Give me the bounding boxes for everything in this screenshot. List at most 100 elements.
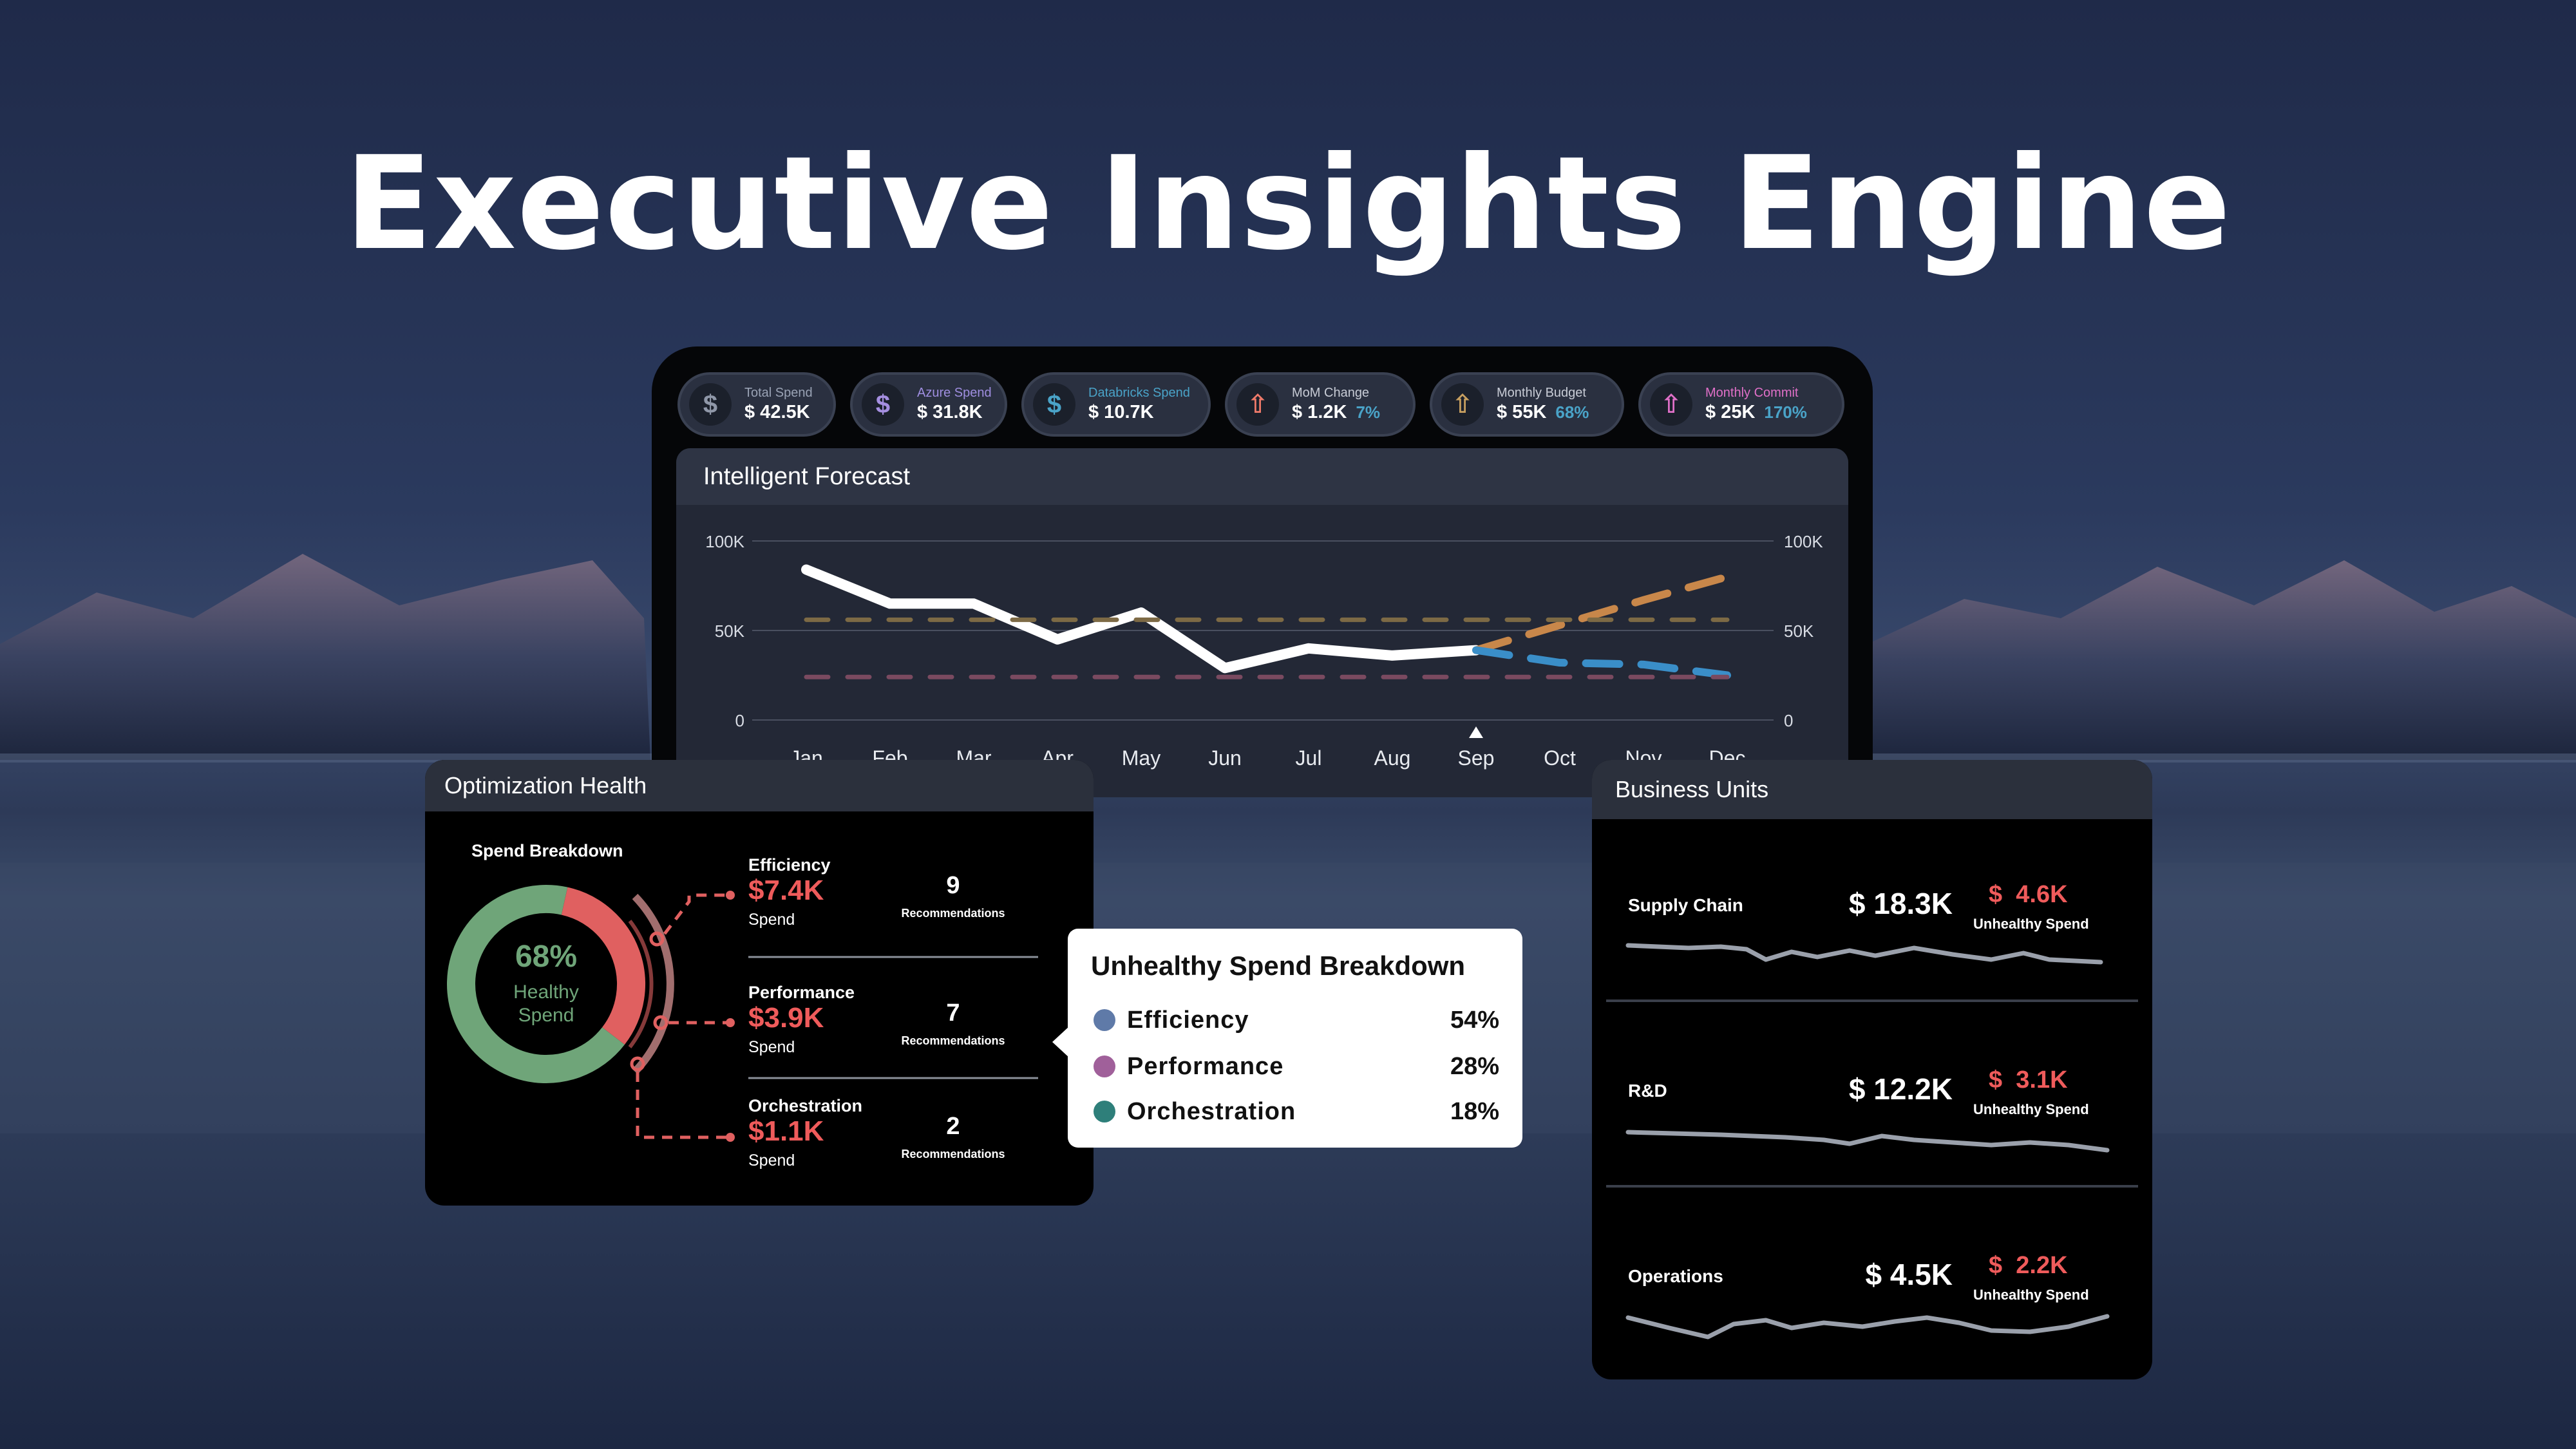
business-unit-unhealthy-spend: $ 3.1K <box>1989 1066 2068 1094</box>
optimization-title: Optimization Health <box>425 760 1094 811</box>
forecast-title: Intelligent Forecast <box>676 448 1848 505</box>
donut-outer-arc <box>632 893 674 1075</box>
business-unit-spend: $ 18.3K <box>1848 887 1953 920</box>
kpi-value: $ 31.8K <box>917 402 983 422</box>
kpi-pill[interactable]: $ Total Spend $ 42.5K <box>677 372 836 437</box>
forecast-month-label: Jun <box>1208 746 1242 770</box>
kpi-label: MoM Change <box>1292 386 1370 400</box>
forecast-y-tick-left: 0 <box>735 711 744 730</box>
hero-title: Executive Insights Engine <box>345 129 2231 279</box>
business-unit-unhealthy-label: Unhealthy Spend <box>1973 1287 2089 1303</box>
dollar-icon: $ <box>1033 383 1075 426</box>
tooltip-row-percent: 18% <box>1450 1097 1499 1125</box>
tooltip-row-percent: 54% <box>1450 1006 1499 1034</box>
donut-percentage: 68% <box>515 940 578 974</box>
kpi-label: Total Spend <box>744 386 813 400</box>
business-unit-divider <box>1606 1185 2138 1188</box>
kpi-pill[interactable]: ⇧ Monthly Budget $ 55K 68% <box>1430 372 1624 437</box>
opt-item-recommendation-count[interactable]: 2 <box>946 1113 960 1140</box>
connector-end-dot <box>726 1018 735 1027</box>
kpi-percent: 68% <box>1555 402 1589 422</box>
kpi-pill[interactable]: $ Azure Spend $ 31.8K <box>850 372 1007 437</box>
forecast-y-tick-right: 100K <box>1784 532 1823 551</box>
business-unit-unhealthy-spend: $ 4.6K <box>1989 881 2068 908</box>
business-unit-sparkline <box>1625 1314 2110 1340</box>
opt-item-name: Performance <box>748 983 855 1002</box>
arrow-up-icon: ⇧ <box>1441 383 1484 426</box>
business-unit-sparkline <box>1625 1130 2110 1153</box>
business-unit-unhealthy-spend: $ 2.2K <box>1989 1252 2068 1279</box>
forecast-y-tick-left: 100K <box>705 532 744 551</box>
opt-item-recommendation-count[interactable]: 9 <box>946 872 960 899</box>
forecast-month-label: Aug <box>1374 746 1411 770</box>
donut-healthy-segment <box>447 885 645 1083</box>
donut-unhealthy-segment <box>447 885 645 1083</box>
opt-item-recommendation-label: Recommendations <box>901 907 1005 920</box>
kpi-label: Monthly Budget <box>1497 386 1586 400</box>
tooltip-row: Efficiency 54% <box>1094 1001 1499 1039</box>
kpi-percent: 170% <box>1764 402 1807 422</box>
opt-item-spend: $7.4K <box>748 875 824 906</box>
forecast-series-line <box>1472 646 1731 679</box>
kpi-value: $ 42.5K <box>744 402 810 422</box>
kpi-label: Databricks Spend <box>1088 386 1190 400</box>
opt-item-name: Efficiency <box>748 855 831 875</box>
forecast-month-label: Oct <box>1544 746 1576 770</box>
connector-dot <box>653 1015 668 1030</box>
tooltip-row-name: Efficiency <box>1127 1006 1249 1034</box>
spend-donut-chart <box>447 885 1038 1142</box>
tooltip-row-name: Orchestration <box>1127 1097 1296 1125</box>
kpi-label: Monthly Commit <box>1705 386 1799 400</box>
opt-item-recommendation-count[interactable]: 7 <box>946 999 960 1027</box>
tooltip-row: Performance 28% <box>1094 1047 1499 1086</box>
opt-item-spend-label: Spend <box>748 911 795 929</box>
tooltip-arrow <box>1052 1027 1069 1057</box>
business-unit-spend: $ 4.5K <box>1865 1258 1953 1291</box>
business-unit-sparklines <box>1625 943 2110 1340</box>
business-unit-name[interactable]: R&D <box>1628 1081 1667 1101</box>
legend-dot-icon <box>1094 1009 1115 1031</box>
dollar-icon: $ <box>689 383 732 426</box>
dollar-icon: $ <box>862 383 904 426</box>
business-unit-sparkline <box>1625 943 2103 965</box>
business-unit-name[interactable]: Operations <box>1628 1266 1723 1286</box>
kpi-value: $ 1.2K <box>1292 402 1347 422</box>
opt-item-recommendation-label: Recommendations <box>901 1034 1005 1047</box>
opt-item-spend: $1.1K <box>748 1115 824 1147</box>
business-units-panel: Business Units Supply Chain $ 18.3K $ 4.6K… <box>1592 760 2152 1379</box>
arrow-up-icon: ⇧ <box>1650 383 1692 426</box>
opt-item-spend: $3.9K <box>748 1002 824 1034</box>
forecast-series-line <box>1472 573 1731 654</box>
kpi-value: $ 10.7K <box>1088 402 1154 422</box>
kpi-percent: 7% <box>1356 402 1381 422</box>
forecast-y-tick-right: 0 <box>1784 711 1793 730</box>
business-unit-spend: $ 12.2K <box>1848 1072 1953 1106</box>
forecast-month-label: Sep <box>1458 746 1495 770</box>
connector-dot <box>649 931 665 947</box>
business-unit-name[interactable]: Supply Chain <box>1628 895 1743 915</box>
optimization-health-panel: Optimization Health Spend Breakdown 68% … <box>425 760 1094 1206</box>
forecast-panel: Intelligent Forecast 100K 50K 0 100K 50K 0 Jan… <box>676 448 1848 797</box>
connector-dot <box>630 1056 645 1072</box>
connector-line-orchestration <box>636 1072 728 1139</box>
business-unit-unhealthy-label: Unhealthy Spend <box>1973 1101 2089 1117</box>
opt-item-recommendation-label: Recommendations <box>901 1148 1005 1160</box>
connector-end-dot <box>726 1133 735 1142</box>
kpi-pill[interactable]: $ Databricks Spend $ 10.7K <box>1021 372 1211 437</box>
unhealthy-spend-tooltip: Unhealthy Spend Breakdown Efficiency 54% P… <box>1052 929 1522 1148</box>
kpi-pill[interactable]: ⇧ MoM Change $ 1.2K 7% <box>1225 372 1416 437</box>
forecast-month-marker <box>1469 726 1483 738</box>
kpi-pill[interactable]: ⇧ Monthly Commit $ 25K 170% <box>1638 372 1844 437</box>
dashboard-frame: $ Total Spend $ 42.5K $ Azure Spend $ 31.8K $ D… <box>652 346 1873 797</box>
connector-end-dot <box>726 891 735 900</box>
legend-dot-icon <box>1094 1056 1115 1077</box>
kpi-label: Azure Spend <box>917 386 992 400</box>
arrow-up-icon: ⇧ <box>1236 383 1279 426</box>
tooltip-row-name: Performance <box>1127 1052 1284 1080</box>
kpi-value: $ 55K <box>1497 402 1547 422</box>
business-unit-divider <box>1606 999 2138 1002</box>
forecast-y-tick-right: 50K <box>1784 621 1814 641</box>
tooltip-row: Orchestration 18% <box>1094 1092 1499 1131</box>
business-unit-unhealthy-label: Unhealthy Spend <box>1973 916 2089 932</box>
